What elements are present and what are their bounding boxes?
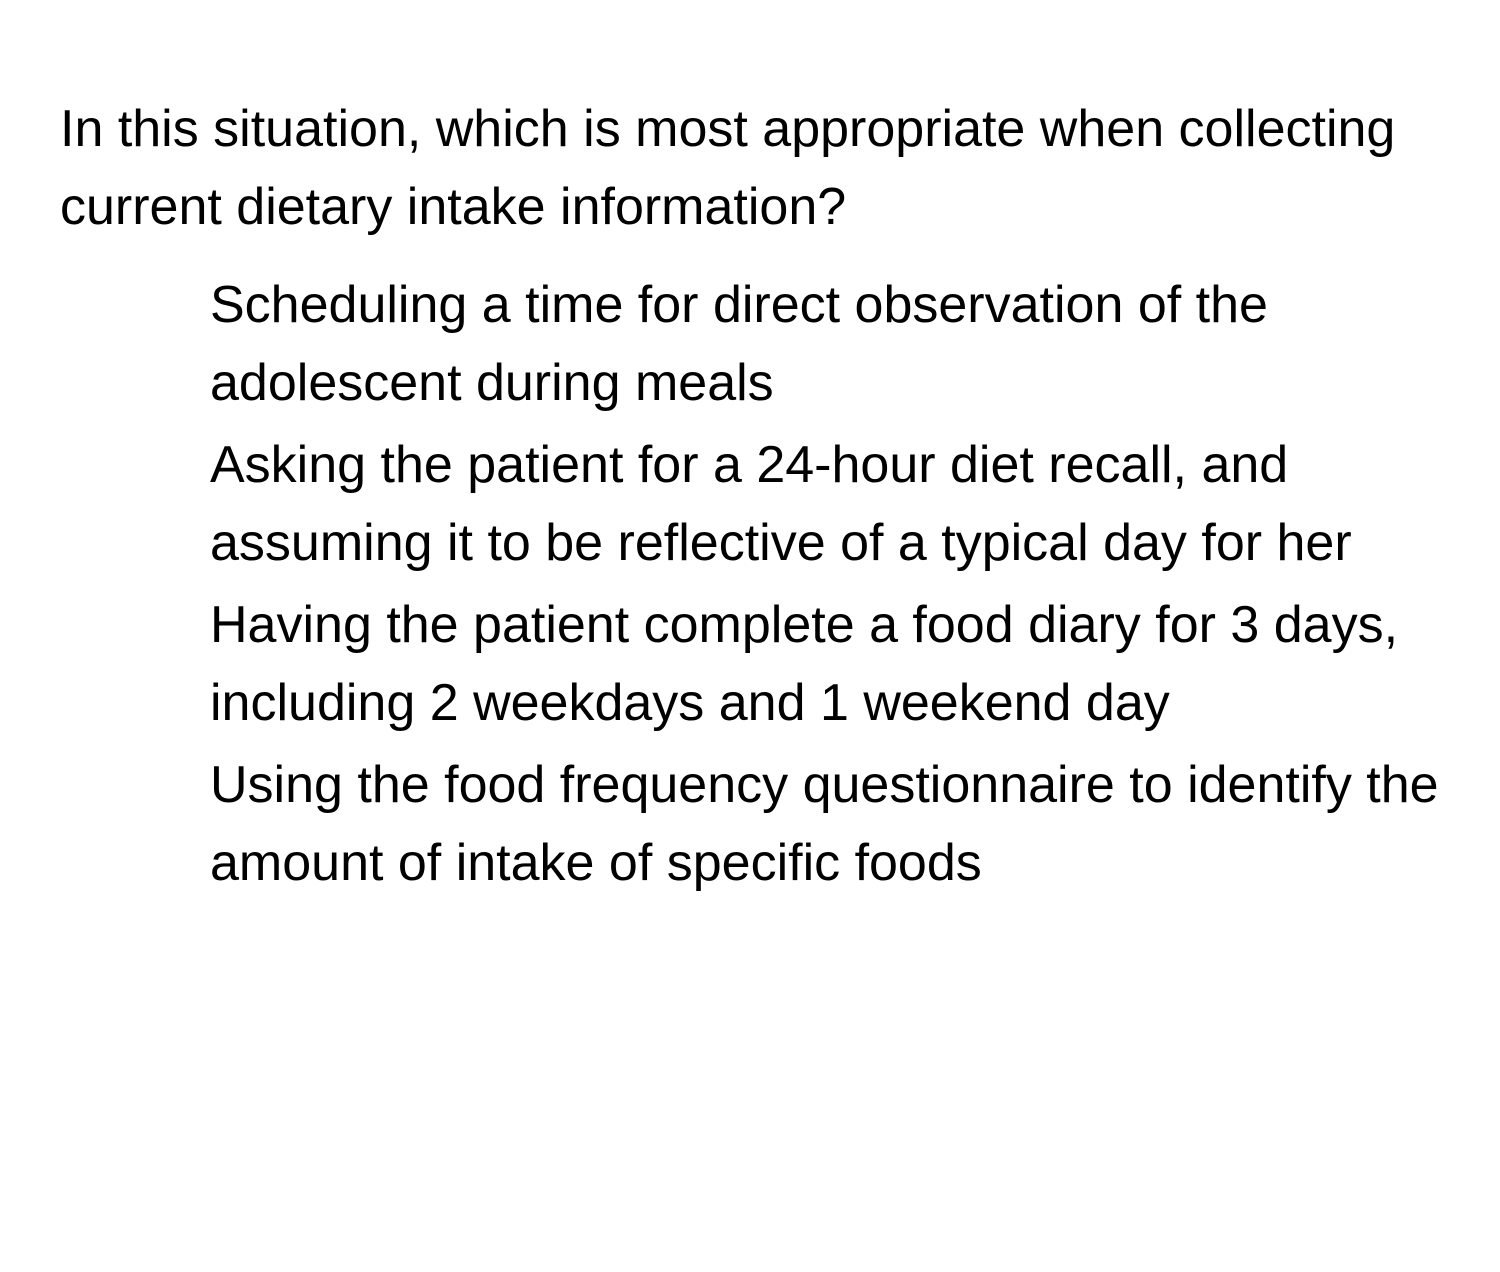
- option-item[interactable]: Using the food frequency questionnaire t…: [210, 746, 1440, 902]
- question-text: In this situation, which is most appropr…: [60, 90, 1440, 246]
- option-item[interactable]: Having the patient complete a food diary…: [210, 586, 1440, 742]
- option-item[interactable]: Scheduling a time for direct observation…: [210, 266, 1440, 422]
- option-item[interactable]: Asking the patient for a 24-hour diet re…: [210, 426, 1440, 582]
- options-list: Scheduling a time for direct observation…: [60, 266, 1440, 902]
